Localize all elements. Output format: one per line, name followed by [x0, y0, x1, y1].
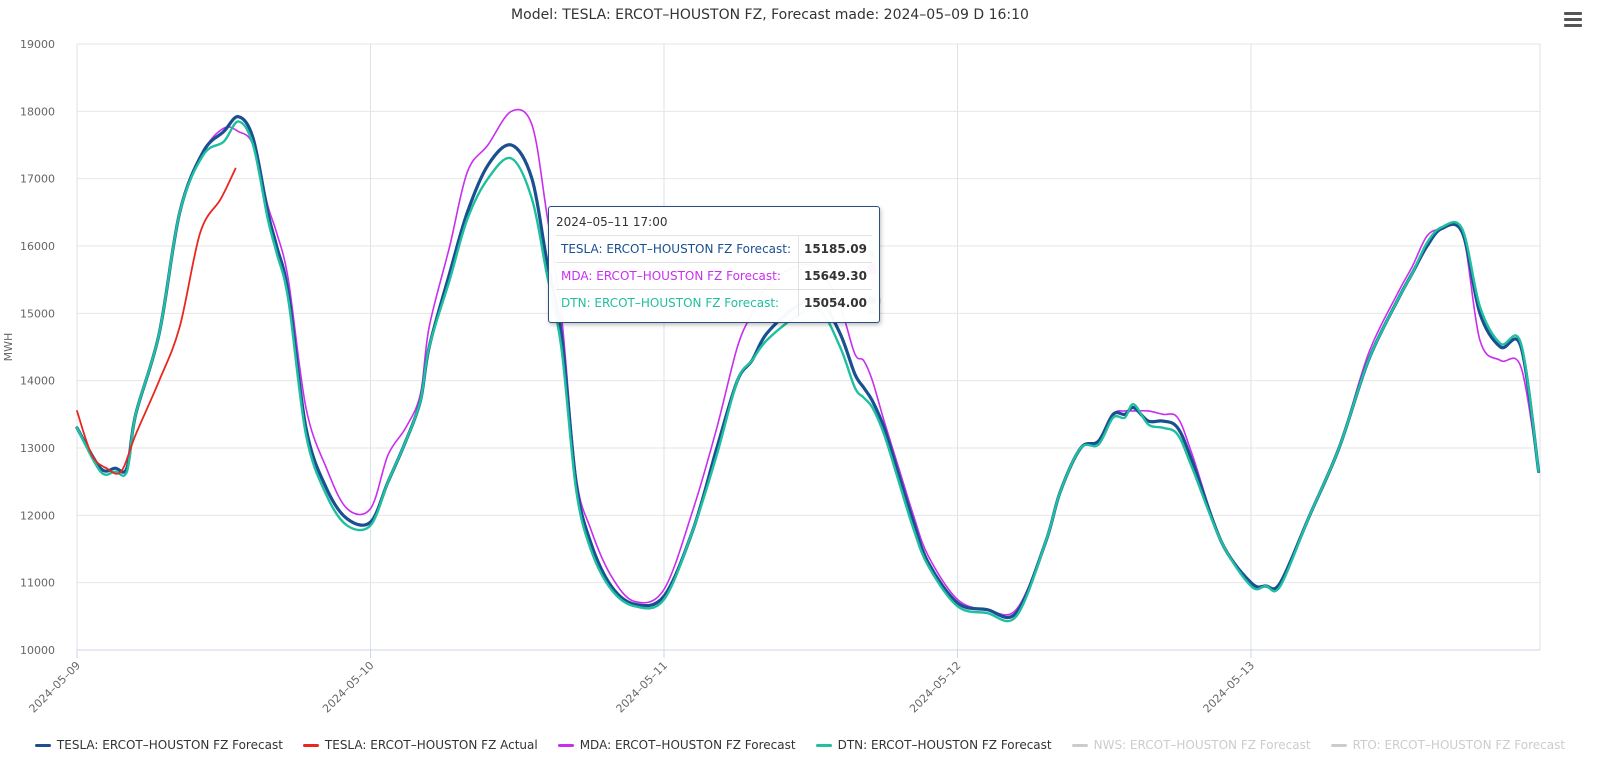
- x-tick-label: 2024–05–13: [1201, 659, 1258, 716]
- y-tick-label: 18000: [20, 105, 55, 118]
- hamburger-menu-icon[interactable]: [1564, 12, 1582, 28]
- x-tick-label: 2024–05–12: [907, 659, 964, 716]
- legend-item-rto-forecast[interactable]: RTO: ERCOT–HOUSTON FZ Forecast: [1330, 738, 1566, 752]
- legend-label: RTO: ERCOT–HOUSTON FZ Forecast: [1352, 738, 1566, 752]
- tooltip-label: DTN: ERCOT–HOUSTON FZ Forecast:: [556, 289, 799, 316]
- legend-swatch: [1330, 743, 1347, 747]
- series-line-tesla-actual: [76, 167, 237, 475]
- legend-swatch: [815, 743, 832, 747]
- legend-label: DTN: ERCOT–HOUSTON FZ Forecast: [837, 738, 1052, 752]
- legend-item-mda-forecast[interactable]: MDA: ERCOT–HOUSTON FZ Forecast: [557, 738, 796, 752]
- y-tick-label: 15000: [20, 307, 55, 320]
- tooltip-row: MDA: ERCOT–HOUSTON FZ Forecast: 15649.30: [556, 262, 872, 290]
- legend-item-dtn-forecast[interactable]: DTN: ERCOT–HOUSTON FZ Forecast: [815, 738, 1052, 752]
- legend-label: TESLA: ERCOT–HOUSTON FZ Forecast: [56, 738, 283, 752]
- tooltip-header: 2024–05–11 17:00: [556, 215, 668, 229]
- tooltip-label: TESLA: ERCOT–HOUSTON FZ Forecast:: [556, 235, 799, 263]
- y-tick-label: 14000: [20, 375, 55, 388]
- legend-item-tesla-forecast[interactable]: TESLA: ERCOT–HOUSTON FZ Forecast: [34, 738, 283, 752]
- legend-item-nws-forecast[interactable]: NWS: ERCOT–HOUSTON FZ Forecast: [1071, 738, 1311, 752]
- tooltip-table: TESLA: ERCOT–HOUSTON FZ Forecast: 15185.…: [556, 235, 872, 316]
- legend-item-tesla-actual[interactable]: TESLA: ERCOT–HOUSTON FZ Actual: [302, 738, 538, 752]
- x-tick-label: 2024–05–09: [27, 659, 84, 716]
- x-tick-label: 2024–05–11: [614, 659, 671, 716]
- y-tick-label: 17000: [20, 173, 55, 186]
- hover-tooltip: 2024–05–11 17:00 TESLA: ERCOT–HOUSTON FZ…: [548, 206, 880, 323]
- y-tick-label: 19000: [20, 38, 55, 51]
- legend-swatch: [34, 743, 51, 747]
- y-tick-label: 11000: [20, 577, 55, 590]
- legend-label: TESLA: ERCOT–HOUSTON FZ Actual: [324, 738, 538, 752]
- y-axis-label: MWH: [2, 333, 15, 362]
- legend-swatch: [302, 743, 319, 747]
- x-tick-label: 2024–05–10: [320, 659, 377, 716]
- y-tick-label: 10000: [20, 644, 55, 657]
- y-tick-label: 16000: [20, 240, 55, 253]
- chart-title: Model: TESLA: ERCOT–HOUSTON FZ, Forecast…: [511, 7, 1029, 23]
- tooltip-row: TESLA: ERCOT–HOUSTON FZ Forecast: 15185.…: [556, 235, 872, 263]
- legend-swatch: [557, 743, 574, 747]
- tooltip-row: DTN: ERCOT–HOUSTON FZ Forecast: 15054.00: [556, 289, 872, 316]
- legend-swatch: [1071, 743, 1088, 747]
- tooltip-value: 15649.30: [797, 262, 872, 290]
- tooltip-label: MDA: ERCOT–HOUSTON FZ Forecast:: [556, 262, 799, 290]
- tooltip-value: 15185.09: [797, 235, 872, 263]
- y-tick-label: 13000: [20, 442, 55, 455]
- y-tick-label: 12000: [20, 509, 55, 522]
- legend-label: NWS: ERCOT–HOUSTON FZ Forecast: [1093, 738, 1311, 752]
- chart-legend: TESLA: ERCOT–HOUSTON FZ Forecast TESLA: …: [0, 738, 1600, 752]
- series-line-dtn-forecast: [75, 120, 1540, 623]
- legend-label: MDA: ERCOT–HOUSTON FZ Forecast: [579, 738, 796, 752]
- tooltip-value: 15054.00: [797, 289, 872, 316]
